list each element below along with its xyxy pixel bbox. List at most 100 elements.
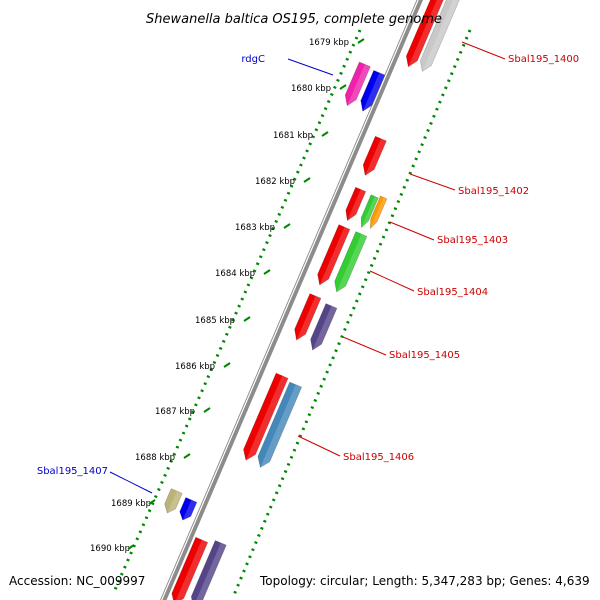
gene-body xyxy=(317,224,351,286)
callout-line xyxy=(461,41,506,60)
gene-arrow xyxy=(420,0,464,72)
tick-label: 1679 kbp xyxy=(309,38,349,48)
gene-arrow xyxy=(360,69,386,112)
gene-shine xyxy=(260,384,302,468)
gene-arrow xyxy=(243,372,289,461)
gene-label[interactable]: Sbal195_1407 xyxy=(37,466,108,477)
tick-labels: 1679 kbp 1680 kbp 1681 kbp 1682 kbp 1683 kbp… xyxy=(90,38,365,554)
genome-backbone-highlight xyxy=(161,0,419,600)
gene-label[interactable]: Sbal195_1402 xyxy=(458,186,529,197)
callout-line xyxy=(389,221,435,241)
callout-line xyxy=(369,270,415,292)
callout-line xyxy=(342,336,387,356)
gene-body xyxy=(190,540,227,600)
gene-arrow xyxy=(190,540,227,600)
gene-body xyxy=(405,0,446,68)
gene-arrow xyxy=(310,303,338,351)
gene-arrow xyxy=(344,61,371,107)
gene-label[interactable]: Sbal195_1403 xyxy=(437,235,508,246)
gene-body xyxy=(345,186,367,222)
tick-mark xyxy=(183,453,191,459)
gene-shine xyxy=(422,0,464,72)
tick-mark xyxy=(223,362,231,368)
tick-label: 1688 kbp xyxy=(135,453,175,463)
gene-arrow xyxy=(362,135,387,176)
gene-arrow xyxy=(334,231,368,293)
gene-arrow xyxy=(345,186,367,222)
callout-line xyxy=(287,58,334,76)
gene-body xyxy=(360,194,379,229)
callout-line xyxy=(297,435,341,457)
scale-line-outer xyxy=(232,29,472,596)
tick-label: 1686 kbp xyxy=(175,362,215,372)
gene-shine xyxy=(193,542,227,600)
gene-arrow xyxy=(171,536,209,600)
gene-body xyxy=(334,231,368,293)
gene-body xyxy=(362,135,387,176)
genome-backbone xyxy=(160,0,423,600)
gene-label[interactable]: rdgC xyxy=(241,54,265,65)
tick-label: 1684 kbp xyxy=(215,269,255,279)
tick-label: 1680 kbp xyxy=(291,84,331,94)
gene-shine xyxy=(182,499,197,521)
tick-label: 1690 kbp xyxy=(90,544,130,554)
tick-mark xyxy=(148,499,156,505)
gene-label[interactable]: Sbal195_1406 xyxy=(343,452,414,463)
gene-arrow xyxy=(179,497,198,521)
gene-shine xyxy=(174,539,208,600)
gene-body xyxy=(243,372,289,461)
gene-shine xyxy=(245,375,289,461)
tick-mark xyxy=(203,407,211,413)
tick-label: 1689 kbp xyxy=(111,499,151,509)
gene-body xyxy=(294,293,322,341)
accession-text: Accession: NC_009997 xyxy=(9,574,145,588)
gene-body xyxy=(164,488,183,514)
gene-body xyxy=(369,195,388,230)
tick-mark xyxy=(321,131,329,137)
gene-arrow xyxy=(369,195,388,230)
gene-label[interactable]: Sbal195_1400 xyxy=(508,54,579,65)
gene-shine xyxy=(312,305,337,351)
gene-shine xyxy=(361,196,379,228)
map-title: Shewanella baltica OS195, complete genom… xyxy=(146,12,442,27)
gene-arrow xyxy=(360,194,379,229)
gene-shine xyxy=(336,234,367,292)
gene-body xyxy=(420,0,464,72)
gene-body xyxy=(257,381,303,468)
gene-shine xyxy=(362,72,385,112)
gene-shine xyxy=(167,490,183,514)
tick-mark xyxy=(357,38,365,44)
genome-summary-text: Topology: circular; Length: 5,347,283 bp… xyxy=(259,574,590,588)
scale-line-inner xyxy=(112,29,362,593)
gene-callouts: rdgC Sbal195_1400 Sbal195_1402 Sbal195_1403… xyxy=(37,41,579,494)
gene-shine xyxy=(296,295,321,341)
gene-body xyxy=(360,69,386,112)
tick-mark xyxy=(339,84,347,90)
gene-shine xyxy=(319,227,350,285)
tick-label: 1683 kbp xyxy=(235,223,275,233)
tick-label: 1681 kbp xyxy=(273,131,313,141)
tick-mark xyxy=(263,269,271,275)
gene-body xyxy=(344,61,371,107)
gene-shine xyxy=(347,189,366,221)
callout-line xyxy=(409,173,456,191)
gene-shine xyxy=(347,64,371,106)
gene-arrow xyxy=(405,0,446,68)
tick-label: 1685 kbp xyxy=(195,316,235,326)
gene-label[interactable]: Sbal195_1405 xyxy=(389,350,460,361)
gene-body xyxy=(171,536,209,600)
tick-mark xyxy=(283,223,291,229)
tick-label: 1682 kbp xyxy=(255,177,295,187)
gene-arrow xyxy=(294,293,322,341)
tick-mark xyxy=(303,177,311,183)
gene-arrow xyxy=(317,224,351,286)
callout-line xyxy=(109,471,153,494)
gene-arrow xyxy=(164,488,183,514)
gene-body xyxy=(310,303,338,351)
tick-label: 1687 kbp xyxy=(155,407,195,417)
gene-body xyxy=(179,497,198,521)
tick-mark xyxy=(243,316,251,322)
gene-label[interactable]: Sbal195_1404 xyxy=(417,287,488,298)
gene-features xyxy=(164,0,464,600)
